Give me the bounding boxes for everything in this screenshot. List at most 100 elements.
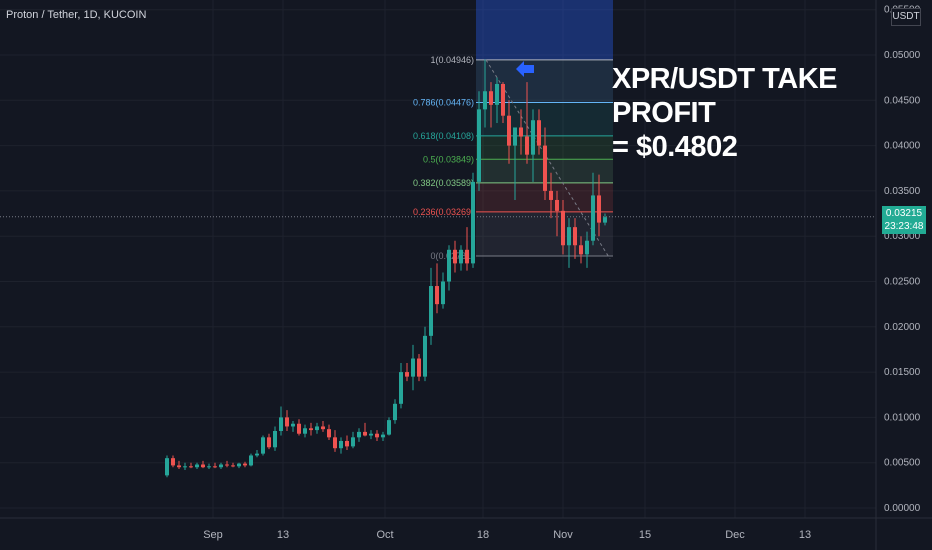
candle-body	[345, 440, 349, 447]
fib-level-label: 0.618(0.04108)	[413, 131, 474, 141]
candle-body	[555, 199, 559, 211]
candle-body	[489, 91, 493, 105]
candle-body	[171, 458, 175, 466]
fib-level-label: 0.382(0.03589)	[413, 178, 474, 188]
candle-body	[477, 109, 481, 182]
candle-body	[189, 466, 193, 468]
candle-body	[207, 466, 211, 468]
time-tick-label: Nov	[553, 529, 573, 541]
candle-body	[495, 83, 499, 105]
time-tick-label: 13	[799, 529, 811, 541]
headline-line2: = $0.4802	[612, 131, 738, 163]
price-tick-label: 0.04000	[884, 141, 921, 152]
candle-body	[279, 417, 283, 431]
candle-body	[363, 431, 367, 436]
fib-level-label: 0.236(0.03269)	[413, 207, 474, 217]
candle-body	[357, 431, 361, 438]
candle-body	[573, 227, 577, 246]
time-tick-label: 18	[477, 529, 489, 541]
price-tick-label: 0.00500	[884, 458, 921, 469]
candle-body	[453, 249, 457, 264]
candle-body	[213, 466, 217, 468]
candle-body	[507, 115, 511, 146]
fib-level-label: 0.786(0.04476)	[413, 97, 474, 107]
candle-body	[417, 358, 421, 377]
fib-level-label: 0.5(0.03849)	[423, 154, 474, 164]
price-axis-unit[interactable]: USDT	[891, 8, 921, 26]
candle-countdown: 23:23:48	[884, 221, 924, 232]
last-price-value: 0.03215	[885, 208, 923, 219]
price-tick-label: 0.05000	[884, 50, 921, 61]
price-tick-label: 0.01500	[884, 367, 921, 378]
fib-level-label: 1(0.04946)	[430, 55, 474, 65]
candle-body	[321, 426, 325, 430]
candle-body	[537, 120, 541, 146]
candle-body	[465, 249, 469, 264]
candle-body	[195, 464, 199, 468]
candle-body	[165, 458, 169, 476]
candle-body	[435, 286, 439, 305]
candle-body	[231, 465, 235, 467]
candle-body	[585, 240, 589, 255]
candle-body	[261, 437, 265, 454]
candle-body	[483, 91, 487, 110]
price-tick-label: 0.03500	[884, 186, 921, 197]
candle-body	[243, 463, 247, 466]
candle-body	[591, 195, 595, 241]
time-tick-label: Oct	[376, 529, 393, 541]
candle-body	[579, 245, 583, 255]
candle-body	[531, 120, 535, 155]
candle-body	[447, 249, 451, 282]
candle-body	[561, 210, 565, 246]
candle-body	[501, 83, 505, 116]
last-price-tag: 0.03215 23:23:48	[882, 206, 926, 234]
candle-body	[237, 463, 241, 467]
candle-body	[255, 453, 259, 456]
candle-body	[459, 249, 463, 264]
candle-body	[603, 217, 607, 223]
candle-body	[225, 464, 229, 466]
candle-body	[201, 464, 205, 468]
price-tick-label: 0.03000	[884, 231, 921, 242]
price-tick-label: 0.02500	[884, 277, 921, 288]
take-profit-headline: XPR/USDT TAKE PROFIT = $0.4802	[612, 62, 932, 164]
candle-body	[333, 437, 337, 449]
candle-body	[411, 358, 415, 377]
time-tick-label: Dec	[725, 529, 745, 541]
time-tick-label: Sep	[203, 529, 223, 541]
candle-body	[567, 227, 571, 246]
candle-body	[381, 434, 385, 438]
candle-body	[399, 372, 403, 404]
candle-body	[285, 417, 289, 427]
candle-body	[297, 423, 301, 434]
candle-body	[351, 437, 355, 447]
time-tick-label: 13	[277, 529, 289, 541]
candle-body	[309, 428, 313, 431]
price-tick-label: 0.00000	[884, 503, 921, 514]
candle-body	[441, 281, 445, 305]
fib-zone	[476, 211, 613, 257]
price-tick-label: 0.01000	[884, 412, 921, 423]
candle-body	[525, 136, 529, 155]
candle-body	[183, 466, 187, 468]
candle-body	[219, 464, 223, 468]
arrow-left-icon	[516, 61, 534, 77]
price-tick-label: 0.02000	[884, 322, 921, 333]
candle-body	[303, 428, 307, 434]
candle-body	[291, 423, 295, 427]
candle-body	[393, 403, 397, 421]
candle-body	[249, 455, 253, 466]
headline-line1: XPR/USDT TAKE PROFIT	[612, 63, 837, 129]
candle-body	[315, 426, 319, 431]
candle-body	[405, 372, 409, 377]
candle-body	[375, 433, 379, 438]
candle-body	[519, 127, 523, 137]
candle-body	[369, 433, 373, 436]
candle-body	[423, 335, 427, 377]
projection-box	[476, 0, 613, 60]
time-tick-label: 15	[639, 529, 651, 541]
candle-body	[543, 145, 547, 191]
candle-body	[513, 127, 517, 146]
candle-body	[597, 195, 601, 223]
